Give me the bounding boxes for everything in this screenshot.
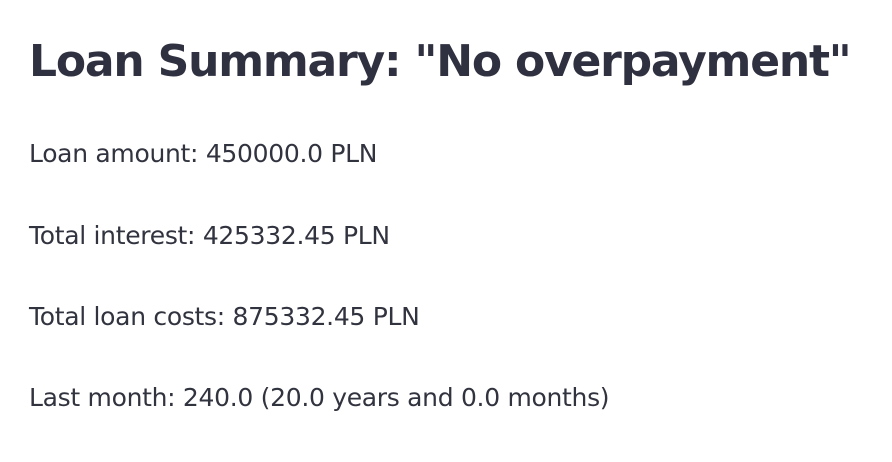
loan-amount-text: Loan amount: 450000.0 PLN — [29, 139, 378, 168]
last-month-text: Last month: 240.0 (20.0 years and 0.0 mo… — [29, 383, 610, 412]
total-loan-costs-text: Total loan costs: 875332.45 PLN — [29, 302, 420, 331]
total-interest-text: Total interest: 425332.45 PLN — [29, 221, 390, 250]
page-title: Loan Summary: "No overpayment" — [29, 36, 852, 87]
